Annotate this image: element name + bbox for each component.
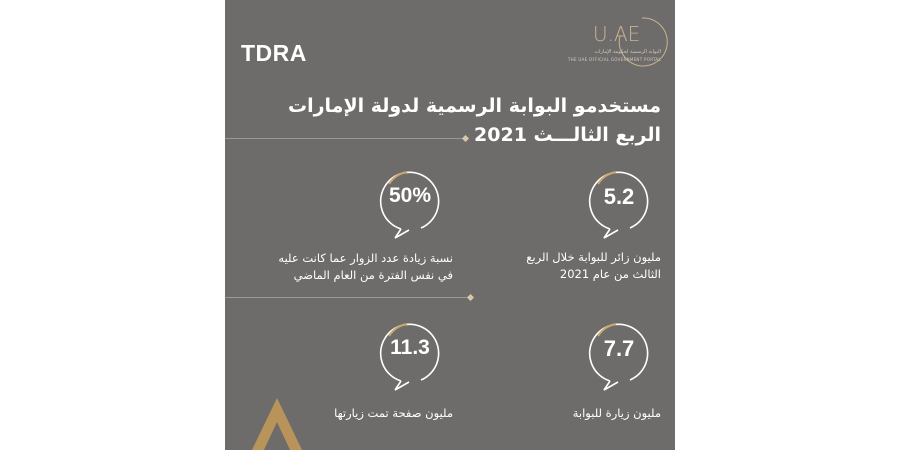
- infographic-panel: TDRA U.AE البوابة الرسمية لحكومة الإمارا…: [225, 0, 675, 450]
- caption-line: الثالث من عام 2021: [559, 267, 661, 281]
- speech-bubble-icon: [379, 171, 440, 239]
- uae-tagline-en: THE UAE OFFICIAL GOVERNMENT PORTAL: [567, 57, 661, 62]
- stat-bubble-visitors: 5.2: [586, 166, 652, 240]
- stat-caption-visitors: مليون زائر للبوابة خلال الربع الثالث من …: [526, 249, 661, 283]
- divider-top: [225, 138, 465, 139]
- stat-value: 7.7: [603, 336, 635, 361]
- uae-logo-ring-icon: [618, 17, 668, 67]
- decorative-a-icon: [251, 398, 303, 450]
- divider-diamond-icon: [466, 293, 475, 302]
- speech-bubble-icon: [379, 323, 440, 391]
- stat-value: 50%: [388, 184, 432, 207]
- speech-bubble-icon: [588, 323, 649, 391]
- stat-caption-increase: نسبة زيادة عدد الزوار عما كانت عليه في ن…: [278, 250, 453, 284]
- stat-value: 11.3: [390, 336, 430, 359]
- uae-tagline-ar: البوابة الرسمية لحكومة الإمارات: [594, 49, 661, 55]
- stat-bubble-increase: 50%: [377, 166, 443, 240]
- page-title: مستخدمو البوابة الرسمية لدولة الإمارات ا…: [288, 92, 661, 150]
- title-line-1: مستخدمو البوابة الرسمية لدولة الإمارات: [288, 95, 661, 117]
- caption-line: مليون زائر للبوابة خلال الربع: [526, 250, 661, 264]
- caption-line: مليون زيارة للبوابة: [572, 406, 661, 420]
- caption-line: نسبة زيادة عدد الزوار عما كانت عليه: [278, 251, 453, 265]
- caption-line: مليون صفحة تمت زيارتها: [334, 406, 453, 420]
- stat-value: 5.2: [603, 184, 635, 209]
- stat-bubble-visits: 7.7: [586, 318, 652, 392]
- caption-line: في نفس الفترة من العام الماضي: [293, 268, 453, 282]
- tdra-logo: TDRA: [241, 40, 307, 66]
- speech-bubble-icon: [588, 171, 649, 239]
- stat-caption-pages: مليون صفحة تمت زيارتها: [334, 405, 453, 422]
- stat-caption-visits: مليون زيارة للبوابة: [573, 405, 661, 422]
- divider-middle: [225, 297, 470, 298]
- stat-bubble-pages: 11.3: [377, 318, 443, 392]
- title-line-2: الربع الثالـــث 2021: [474, 124, 661, 146]
- uae-logo: U.AE: [593, 22, 641, 46]
